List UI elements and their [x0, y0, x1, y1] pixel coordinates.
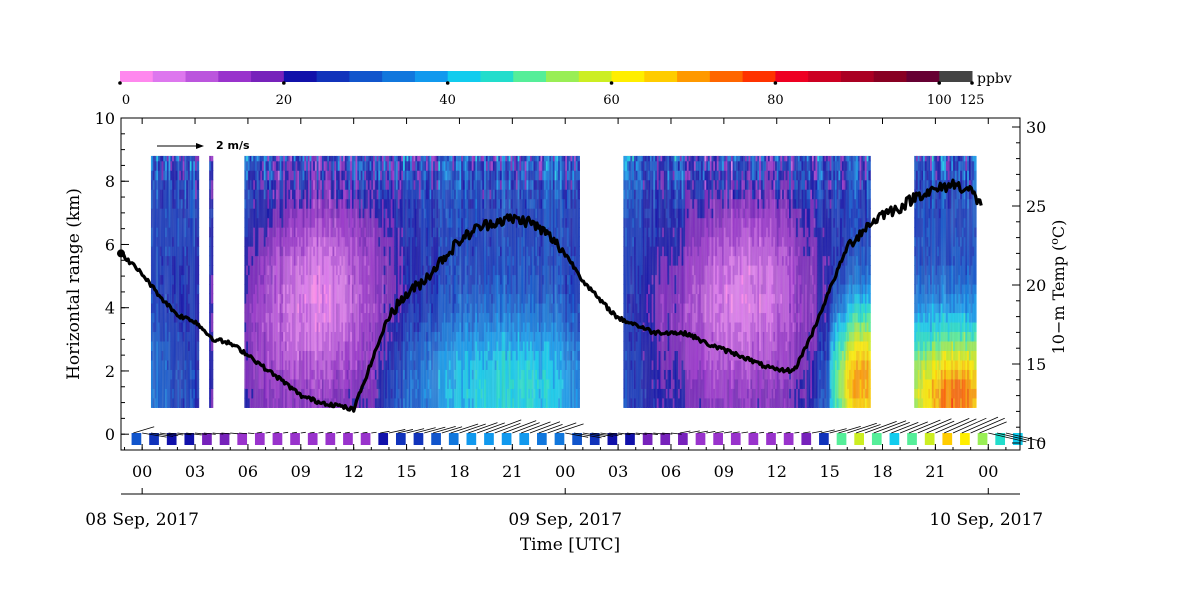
- colorbar-swatch: [677, 71, 711, 82]
- colorbar-swatch: [611, 71, 645, 82]
- colorbar-tick-label: 20: [276, 93, 293, 108]
- colorbar-swatch: [513, 71, 547, 82]
- colorbar-tick-label: 80: [767, 93, 784, 108]
- colorbar-tick: [118, 81, 122, 85]
- colorbar-swatch: [480, 71, 514, 82]
- colorbar-swatch: [742, 71, 776, 82]
- colorbar-tick: [282, 81, 286, 85]
- colorbar-tick: [970, 81, 974, 85]
- colorbar-ticks: 0 20 40 60 80 100 125: [118, 81, 984, 108]
- colorbar-swatch: [316, 71, 350, 82]
- colorbar-tick-label: 100: [927, 93, 952, 108]
- colorbar-tick-label: 0: [122, 93, 130, 108]
- colorbar-swatch: [447, 71, 481, 82]
- colorbar-tick: [937, 81, 942, 85]
- colorbar-unit: ppbv: [977, 71, 1012, 87]
- colorbar-swatch: [283, 71, 318, 82]
- colorbar-swatch: [906, 71, 940, 82]
- colorbar-tick: [609, 81, 614, 85]
- colorbar-swatch: [120, 71, 154, 82]
- colorbar-swatch: [775, 71, 809, 82]
- colorbar-swatch: [840, 71, 875, 82]
- colorbar: [120, 71, 973, 82]
- colorbar-swatch: [218, 71, 252, 82]
- colorbar-tick: [773, 81, 778, 85]
- colorbar-swatch: [152, 71, 187, 82]
- colorbar-swatch: [414, 71, 449, 82]
- colorbar-tick-label: 60: [603, 93, 620, 108]
- colorbar-swatch: [546, 71, 580, 82]
- colorbar-swatch: [382, 71, 416, 82]
- colorbar-tick-label: 40: [439, 93, 456, 108]
- colorbar-swatch: [873, 71, 907, 82]
- colorbar-swatch: [709, 71, 744, 82]
- colorbar-tick: [445, 81, 450, 85]
- colorbar-swatch: [644, 71, 678, 82]
- colorbar-swatch: [251, 71, 285, 82]
- colorbar-swatch: [185, 71, 219, 82]
- colorbar-swatch: [349, 71, 383, 82]
- colorbar-tick-label: 125: [960, 93, 985, 108]
- colorbar-swatch: [578, 71, 613, 82]
- colorbar-swatch: [808, 71, 842, 82]
- colorbar-swatch: [939, 71, 973, 82]
